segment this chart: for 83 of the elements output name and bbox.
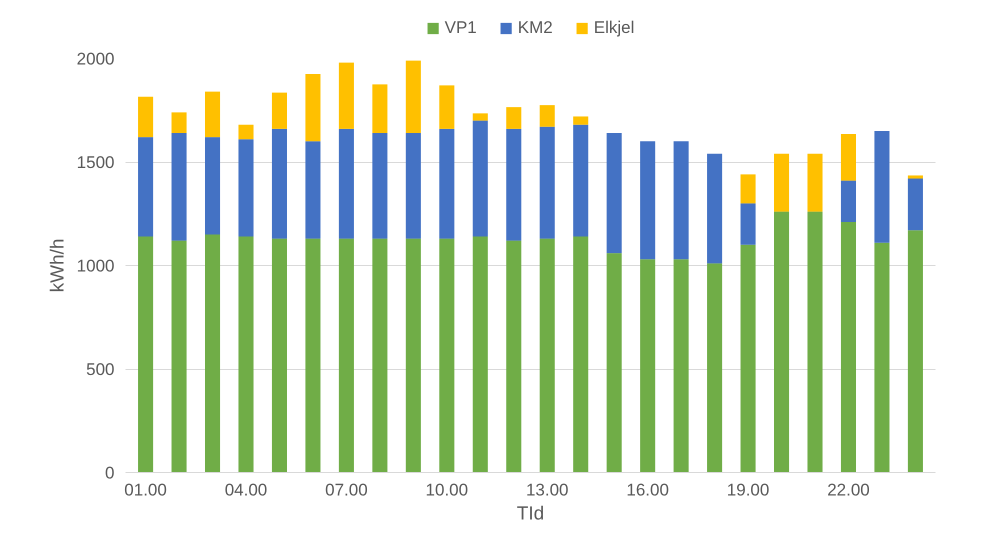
legend-label: Elkjel: [594, 18, 634, 38]
bar: [406, 238, 421, 472]
bar: [774, 154, 790, 212]
y-tick-label: 0: [105, 464, 115, 482]
bar: [172, 133, 187, 241]
x-tick-label: 10.00: [426, 480, 468, 500]
bar: [338, 62, 354, 129]
y-axis-title: kWh/h: [48, 238, 69, 292]
bar: [272, 128, 287, 239]
bar: [472, 236, 488, 472]
bar: [640, 259, 656, 472]
bar: [506, 107, 522, 129]
bar: [840, 180, 856, 222]
bar: [540, 238, 555, 472]
bar: [406, 60, 421, 134]
bar: [338, 238, 354, 472]
bar: [874, 130, 890, 243]
bar: [908, 230, 923, 472]
y-tick-label: 1000: [76, 256, 115, 276]
bar: [908, 175, 923, 179]
bar: [372, 238, 388, 472]
bar: [204, 234, 220, 472]
bar: [439, 238, 454, 472]
bar: [238, 139, 254, 237]
bar: [338, 128, 354, 239]
bar: [372, 84, 388, 134]
bar: [439, 85, 454, 129]
bar: [707, 154, 722, 264]
bar: [138, 96, 154, 138]
bar: [874, 242, 890, 472]
bar: [138, 137, 154, 237]
x-tick-label: 13.00: [526, 480, 569, 500]
x-tick-label: 07.00: [325, 480, 368, 500]
y-tick-label: 500: [86, 360, 115, 379]
x-axis-title: TId: [516, 504, 544, 524]
bar: [439, 128, 454, 239]
bar: [506, 240, 522, 472]
bar: [305, 74, 320, 142]
x-tick-label: 16.00: [626, 480, 669, 500]
bar: [606, 253, 622, 472]
bar: [573, 236, 588, 472]
bar: [305, 141, 320, 239]
bar: [138, 236, 154, 472]
bar: [172, 240, 187, 472]
bar: [172, 112, 187, 134]
bar: [540, 105, 555, 127]
y-tick-label: 2000: [76, 50, 115, 68]
bar: [674, 259, 689, 472]
bar: [908, 178, 923, 230]
x-tick-label: 22.00: [827, 480, 870, 500]
bar: [674, 141, 689, 260]
bar: [640, 141, 656, 260]
x-tick-label: 01.00: [124, 480, 167, 500]
legend-label: VP1: [444, 18, 477, 38]
bar: [807, 212, 823, 472]
bar: [606, 133, 622, 254]
bar: [204, 137, 220, 234]
bar: [740, 203, 756, 245]
y-tick-label: 1500: [76, 153, 115, 172]
bar: [238, 236, 254, 472]
bar: [272, 92, 287, 129]
bar: [807, 154, 823, 212]
bar: [740, 244, 756, 472]
bar: [406, 133, 421, 239]
bar: [573, 116, 588, 125]
bar: [774, 212, 790, 472]
x-tick-label: 04.00: [224, 480, 268, 500]
bar: [272, 238, 287, 472]
x-tick-label: 19.00: [726, 480, 770, 500]
bar: [840, 222, 856, 472]
bar: [472, 113, 488, 121]
bar: [573, 124, 588, 237]
bar: [305, 238, 320, 472]
bar: [540, 126, 555, 239]
bar: [740, 174, 756, 204]
bar: [204, 92, 220, 138]
bar: [238, 124, 254, 140]
bar: [372, 133, 388, 239]
bar: [840, 134, 856, 181]
bar: [506, 128, 522, 241]
bar: [472, 120, 488, 237]
legend-label: KM2: [518, 18, 553, 38]
bar: [707, 263, 722, 472]
